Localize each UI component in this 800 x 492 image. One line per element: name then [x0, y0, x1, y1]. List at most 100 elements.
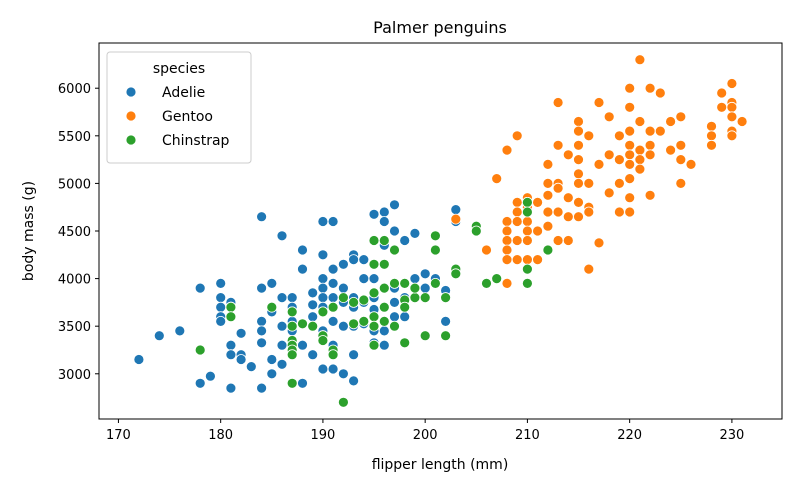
point-chinstrap [337, 396, 349, 408]
point-gentoo [675, 154, 687, 166]
point-adelie [276, 339, 288, 351]
point-adelie [235, 354, 247, 365]
point-gentoo [603, 111, 615, 123]
point-gentoo [675, 139, 687, 151]
point-chinstrap [286, 349, 298, 361]
legend-title: species [153, 61, 205, 77]
y-axis-ticks: 3000 3500 4000 4500 5000 5500 6000 [58, 82, 99, 383]
point-adelie [215, 315, 227, 327]
point-chinstrap [378, 282, 390, 294]
point-gentoo [603, 149, 615, 161]
point-adelie [440, 315, 452, 327]
point-gentoo [501, 216, 513, 227]
point-gentoo [501, 235, 513, 246]
point-gentoo [511, 254, 523, 266]
point-gentoo [573, 116, 584, 127]
point-gentoo [583, 130, 595, 142]
point-gentoo [624, 82, 636, 94]
point-adelie [317, 249, 329, 261]
point-gentoo [726, 130, 738, 142]
point-adelie [337, 368, 349, 380]
point-adelie [297, 339, 308, 351]
point-chinstrap [399, 277, 411, 289]
point-chinstrap [389, 277, 400, 289]
point-adelie [256, 382, 268, 394]
point-chinstrap [348, 318, 360, 330]
point-adelie [215, 292, 227, 304]
point-adelie [276, 230, 288, 242]
x-tick-label: 210 [515, 428, 540, 443]
point-adelie [256, 211, 268, 223]
point-gentoo [542, 220, 554, 232]
point-chinstrap [378, 258, 390, 270]
point-gentoo [450, 213, 462, 225]
point-chinstrap [368, 287, 380, 299]
point-chinstrap [327, 301, 339, 313]
point-gentoo [706, 120, 717, 132]
point-adelie [358, 273, 370, 285]
point-chinstrap [389, 244, 400, 256]
point-adelie [256, 315, 268, 327]
x-tick-label: 190 [311, 428, 336, 443]
point-adelie [327, 292, 339, 304]
point-chinstrap [419, 330, 431, 342]
point-gentoo [573, 196, 584, 208]
point-gentoo [644, 189, 656, 201]
point-chinstrap [297, 318, 308, 330]
point-chinstrap [378, 315, 390, 327]
point-adelie [276, 358, 288, 370]
point-gentoo [614, 130, 625, 142]
point-chinstrap [481, 277, 492, 289]
point-gentoo [501, 225, 513, 237]
point-chinstrap [286, 320, 298, 332]
point-adelie [245, 361, 257, 373]
point-gentoo [542, 158, 554, 170]
data-points [133, 54, 748, 408]
point-gentoo [685, 158, 697, 170]
point-chinstrap [368, 235, 380, 246]
point-adelie [327, 315, 339, 327]
point-chinstrap [389, 320, 400, 332]
point-gentoo [624, 158, 636, 170]
point-gentoo [675, 177, 687, 189]
point-gentoo [634, 54, 646, 66]
point-chinstrap [286, 306, 298, 318]
point-adelie [389, 296, 400, 308]
point-adelie [348, 375, 360, 387]
y-tick-label: 3000 [58, 368, 91, 383]
y-tick-label: 5000 [58, 177, 91, 192]
point-chinstrap [317, 335, 329, 346]
point-gentoo [583, 206, 595, 218]
point-gentoo [634, 154, 646, 166]
point-adelie [348, 254, 360, 266]
point-adelie [276, 320, 288, 332]
point-adelie [378, 216, 390, 227]
point-gentoo [624, 173, 636, 185]
point-adelie [327, 363, 339, 375]
x-tick-label: 230 [719, 428, 744, 443]
point-adelie [286, 292, 298, 304]
point-chinstrap [409, 292, 421, 304]
point-chinstrap [266, 301, 278, 313]
point-adelie [266, 354, 278, 365]
point-gentoo [624, 101, 636, 113]
point-adelie [327, 277, 339, 289]
legend: species Adelie Gentoo Chinstrap [106, 51, 252, 164]
point-gentoo [522, 254, 533, 266]
point-adelie [368, 208, 380, 220]
point-adelie [419, 268, 431, 280]
point-gentoo [501, 277, 513, 289]
point-chinstrap [358, 294, 370, 306]
point-adelie [337, 282, 349, 294]
point-adelie [133, 354, 145, 365]
point-gentoo [573, 139, 584, 151]
x-tick-label: 220 [617, 428, 642, 443]
point-chinstrap [368, 258, 380, 270]
point-adelie [409, 273, 421, 285]
point-gentoo [511, 206, 523, 218]
point-gentoo [532, 225, 543, 237]
point-adelie [399, 311, 411, 323]
point-adelie [358, 254, 370, 266]
point-gentoo [654, 87, 666, 99]
